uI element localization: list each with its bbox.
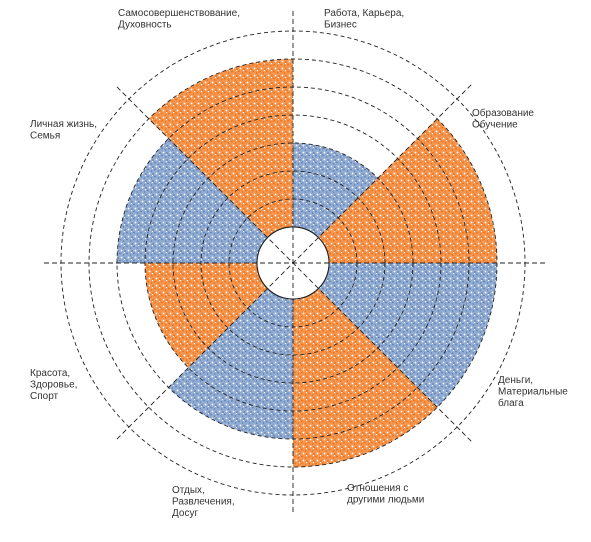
segment-label-6: Отдых, Развлечения, Досуг	[172, 485, 235, 519]
segment-label-line: Самосовершенствование,	[118, 8, 240, 19]
segment-label-line: Бизнес	[324, 20, 357, 31]
segment-label-line: Досуг	[172, 508, 198, 519]
segment-label-line: Материальные	[498, 387, 568, 398]
sector-7	[117, 138, 268, 263]
sector-8	[148, 59, 293, 238]
axis-line-4	[114, 84, 472, 442]
segment-label-3: Образование Обучение	[472, 107, 534, 131]
segment-label-2: Работа, Карьера, Бизнес	[324, 7, 404, 31]
segment-label-line: Спорт	[30, 391, 59, 402]
segment-label-line: Отдых,	[172, 485, 205, 496]
segment-label-line: другими людьми	[347, 495, 424, 506]
segment-label-8: Личная жизнь, Семья	[30, 119, 97, 142]
segment-label-7: Красота, Здоровье, Спорт	[30, 368, 77, 402]
sector-5	[168, 288, 293, 439]
segment-label-line: Духовность	[118, 20, 172, 31]
segment-label-1: Самосовершенствование, Духовность	[118, 8, 240, 31]
sector-4	[293, 288, 438, 467]
segment-label-line: Отношения с	[347, 483, 408, 494]
segment-label-line: Личная жизнь,	[30, 119, 97, 130]
sector-2	[318, 118, 497, 263]
segment-label-line: Работа, Карьера,	[324, 7, 404, 19]
segment-label-line: блага	[498, 397, 524, 409]
segment-label-line: Обучение	[472, 119, 518, 131]
segment-label-line: Образование	[472, 107, 534, 119]
segment-label-5: Отношения с другими людьми	[347, 483, 424, 506]
segment-label-line: Деньги,	[498, 375, 533, 386]
segment-label-4: Деньги, Материальные блага	[498, 375, 568, 409]
segment-label-line: Здоровье,	[30, 380, 77, 391]
sector-1	[293, 143, 378, 238]
segment-label-line: Красота,	[30, 368, 70, 379]
segment-label-line: Семья	[30, 131, 60, 142]
sector-3	[318, 263, 497, 408]
segment-label-line: Развлечения,	[172, 497, 235, 508]
